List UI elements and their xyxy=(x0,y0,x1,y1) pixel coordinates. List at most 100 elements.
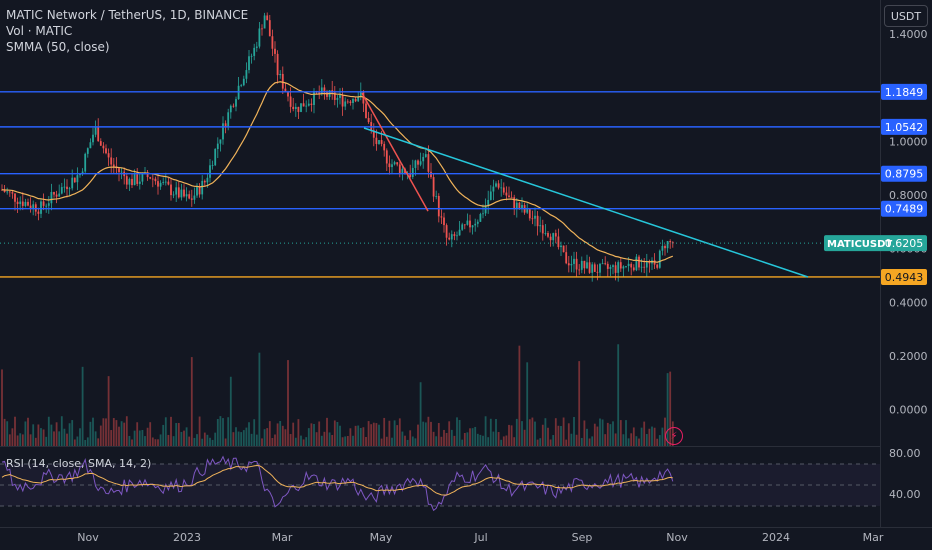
time-tick-label: Mar xyxy=(272,531,293,544)
time-tick-label: Sep xyxy=(572,531,593,544)
volume-bar xyxy=(149,422,152,446)
candle-body xyxy=(388,163,391,168)
volume-bar xyxy=(209,437,211,446)
volume-bar xyxy=(131,439,133,446)
candle-body xyxy=(575,258,578,270)
volume-bar xyxy=(136,422,139,446)
volume-bar xyxy=(367,421,370,446)
volume-bar xyxy=(614,433,617,446)
candle-body xyxy=(294,106,297,110)
volume-bar xyxy=(599,418,601,446)
candle-body xyxy=(619,262,622,269)
candle-body xyxy=(263,15,266,29)
volume-bar xyxy=(331,434,334,446)
volume-bar xyxy=(414,438,417,446)
candle-body xyxy=(435,195,438,197)
candle-body xyxy=(112,164,115,167)
candle-body xyxy=(45,205,48,207)
candle-body xyxy=(339,95,341,98)
volume-bar xyxy=(146,427,149,446)
volume-bar xyxy=(219,416,222,446)
lightning-icon[interactable]: ⚡ xyxy=(665,427,683,445)
candle-body xyxy=(149,177,152,179)
candle-body xyxy=(203,180,206,183)
volume-bar xyxy=(586,428,588,446)
volume-bar xyxy=(313,424,315,446)
candle-body xyxy=(3,189,6,192)
volume-bar xyxy=(99,425,102,446)
candle-body xyxy=(102,145,105,149)
volume-bar xyxy=(544,418,547,446)
candle-body xyxy=(24,201,27,206)
volume-bar xyxy=(79,428,81,446)
volume-bar xyxy=(656,438,659,446)
volume-bar xyxy=(354,425,357,446)
level-price-tag xyxy=(881,200,927,217)
volume-bar xyxy=(476,433,479,446)
volume-bar xyxy=(250,433,253,446)
volume-bar xyxy=(333,420,336,446)
volume-bar xyxy=(159,434,162,446)
volume-bar xyxy=(422,421,425,446)
volume-bar xyxy=(232,432,235,446)
volume-bar xyxy=(32,424,35,446)
volume-bar xyxy=(157,439,159,446)
candle-body xyxy=(554,233,557,237)
volume-bar xyxy=(456,417,458,446)
candle-body xyxy=(502,187,505,193)
candle-body xyxy=(398,164,401,174)
volume-bar xyxy=(245,427,248,446)
volume-bar xyxy=(281,425,284,446)
volume-bar xyxy=(240,432,243,446)
candle-body xyxy=(250,55,253,57)
volume-bar xyxy=(86,437,89,446)
volume-bar xyxy=(297,419,300,446)
candle-body xyxy=(128,178,131,185)
volume-bar xyxy=(279,421,282,446)
volume-bar xyxy=(102,418,105,446)
volume-bar xyxy=(385,436,388,446)
price-tick-label: 1.0000 xyxy=(889,135,928,148)
candle-body xyxy=(375,137,378,144)
volume-bar xyxy=(92,417,94,446)
candle-body xyxy=(281,73,284,89)
volume-bar xyxy=(68,423,71,446)
candle-body xyxy=(609,266,612,269)
candle-body xyxy=(359,91,362,97)
volume-bar xyxy=(201,438,204,446)
candle-body xyxy=(495,183,497,187)
volume-bar xyxy=(500,439,503,446)
candle-body xyxy=(227,112,230,128)
candle-body xyxy=(271,36,274,49)
volume-bar xyxy=(432,431,435,446)
smma-legend: SMMA (50, close) xyxy=(6,40,110,54)
candle-body xyxy=(445,225,448,238)
volume-bar xyxy=(583,420,586,446)
rsi-tick-label: 40.00 xyxy=(889,488,921,501)
volume-bar xyxy=(229,376,232,446)
candle-body xyxy=(573,258,575,264)
candle-body xyxy=(385,150,388,164)
volume-bar xyxy=(466,432,469,446)
candle-body xyxy=(297,106,300,112)
currency-label[interactable]: USDT xyxy=(884,5,928,27)
volume-bar xyxy=(526,362,529,446)
volume-bar xyxy=(562,417,565,446)
volume-bar xyxy=(406,439,409,446)
candle-body xyxy=(175,187,178,195)
volume-bar xyxy=(305,437,308,446)
candle-body xyxy=(461,224,464,230)
candle-body xyxy=(81,171,84,174)
volume-bar xyxy=(177,422,180,446)
volume-bar xyxy=(42,429,45,446)
candle-body xyxy=(463,224,466,226)
volume-bar xyxy=(128,435,131,446)
candle-body xyxy=(531,218,534,220)
volume-bar xyxy=(508,424,510,446)
volume-bar xyxy=(118,426,120,446)
volume-bar xyxy=(622,434,625,446)
volume-bar xyxy=(318,421,321,446)
rsi-ma-line xyxy=(1,464,673,496)
candle-body xyxy=(643,266,646,268)
